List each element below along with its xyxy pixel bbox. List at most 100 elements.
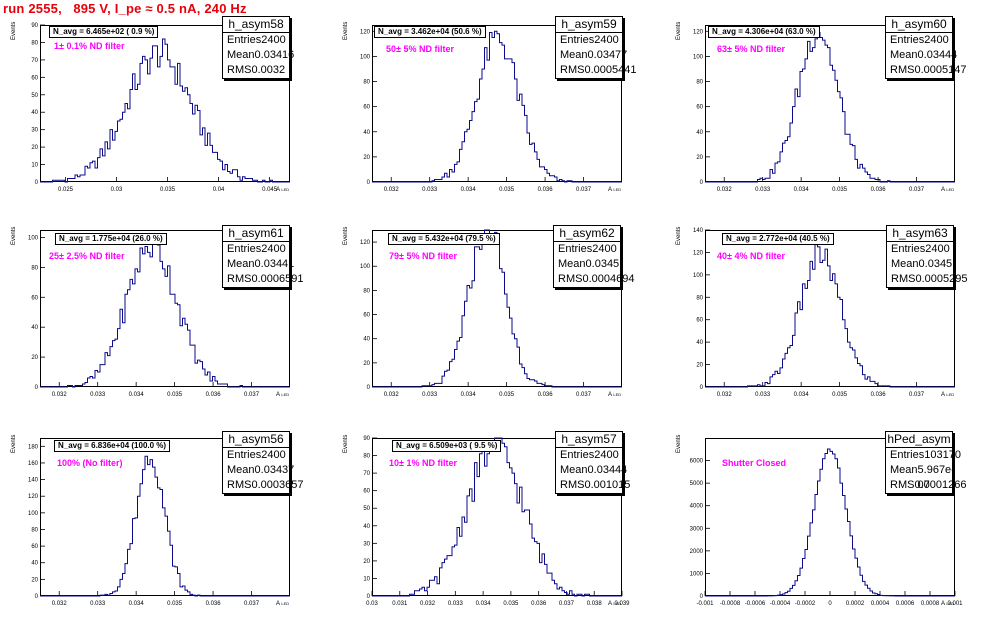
stats-row-mean: Mean 5.967e-07 [886,463,955,491]
y-tick-label: 60 [363,489,370,495]
histogram-pad: 0.032 0.033 0.034 0.035 0.036 0.037 0 20 40 60 80 1… [693,25,955,193]
stats-value: 2400 [261,449,286,461]
histogram-pad: 0.032 0.033 0.034 0.035 0.036 0.037 0 20 40 60 80 1… [28,438,290,607]
y-axis-label: Events [11,226,17,245]
x-axis-label: A LED [941,601,955,607]
navg-label: N_avg = 4.306e+04 (63.0 %) [708,26,820,38]
stats-row-entries: Entries 2400 [556,33,622,48]
y-tick-label: 20 [31,145,38,151]
x-tick-label: 0.036 [538,392,554,398]
y-tick-label: 60 [31,544,38,550]
x-tick-label: 0.045 [262,187,278,193]
x-tick-label: 0.037 [244,392,260,398]
stats-row-rms: RMS 0.0004694 [554,272,634,287]
y-tick-label: 6000 [690,459,704,465]
stats-value: 2400 [592,243,617,255]
y-tick-label: 60 [363,105,370,111]
stats-key: Entries [558,243,593,255]
stats-value: 0.03444 [917,49,958,61]
stats-row-entries: Entries 2400 [223,33,289,48]
y-tick-label: 0 [700,180,704,186]
y-tick-label: 20 [696,155,703,161]
y-tick-label: 120 [693,250,704,256]
y-tick-label: 0 [367,385,371,391]
histogram-pad: -0.001 -0.0008 -0.0006 -0.0004 -0.0002 0 0.000… [690,438,963,607]
x-tick-label: 0.03 [111,187,123,193]
y-tick-label: 70 [31,58,38,64]
y-tick-label: 80 [696,295,703,301]
stats-value: 0.03416 [254,49,295,61]
stats-key: Mean [891,258,919,270]
histogram-pad: 0.025 0.03 0.035 0.04 0.045 0 10 20 30 40 50 60 70 80… [31,23,290,193]
histogram-pad: 0.032 0.033 0.034 0.035 0.036 0.037 0 20 40 60 80 1… [360,25,622,193]
y-tick-label: 120 [360,29,371,35]
filter-label: 100% (No filter) [57,458,123,468]
histogram-name: h_asym62 [554,226,620,242]
filter-label: 79± 5% ND filter [389,251,457,261]
stats-key: Entries [890,449,925,461]
histogram-name: h_asym61 [223,226,289,242]
filter-label: 10± 1% ND filter [389,458,457,468]
y-tick-label: 80 [363,80,370,86]
y-tick-label: 40 [696,130,703,136]
x-tick-label: 0.04 [213,187,225,193]
y-tick-label: 80 [31,40,38,46]
stats-row-mean: Mean 0.0345 [887,257,953,272]
y-tick-label: 20 [696,363,703,369]
x-tick-label: 0.037 [559,601,575,607]
plot-frame [705,25,955,182]
x-tick-label: 0.032 [384,392,400,398]
stats-row-mean: Mean 0.0345 [554,257,620,272]
stats-value: 2400 [594,449,619,461]
x-tick-label: 0.039 [614,601,630,607]
histogram-pad: 0.032 0.033 0.034 0.035 0.036 0.037 0 20 40 60 80 1… [693,228,955,398]
filter-label: 1± 0.1% ND filter [54,41,125,51]
x-tick-label: 0.032 [384,187,400,193]
x-tick-label: 0.032 [420,601,436,607]
y-tick-label: 1000 [690,571,704,577]
x-tick-label: 0.034 [461,392,477,398]
x-tick-label: 0.031 [392,601,408,607]
y-tick-label: 40 [363,524,370,530]
stats-row-mean: Mean 0.03444 [886,48,957,63]
y-tick-label: 10 [31,163,38,169]
stats-value: 2400 [261,34,286,46]
y-tick-label: 40 [363,130,370,136]
stats-row-entries: Entries 103170 [886,448,961,463]
y-tick-label: 30 [31,128,38,134]
x-axis-label: A LED [276,392,290,398]
y-axis-label: Events [11,21,17,40]
stats-key: Mean [227,49,255,61]
x-tick-label: 0.037 [909,187,925,193]
histogram-name: h_asym57 [556,432,622,448]
y-tick-label: 20 [31,355,38,361]
x-tick-label: 0.034 [794,392,810,398]
y-tick-label: 100 [360,264,371,270]
histogram-plot: 0.03 0.031 0.032 0.033 0.034 0.035 0.036 0.037 0… [363,436,630,607]
stats-key: RMS [227,273,252,285]
y-tick-label: 20 [363,559,370,565]
stats-key: Mean [227,464,255,476]
stats-key: Entries [227,449,262,461]
x-tick-label: 0.035 [167,392,183,398]
x-tick-label: 0.034 [129,601,145,607]
y-tick-label: 80 [31,265,38,271]
x-tick-label: 0.0002 [846,601,865,607]
stats-key: RMS [227,479,252,491]
y-tick-label: 40 [31,110,38,116]
stats-key: Mean [227,258,255,270]
navg-label: N_avg = 6.509e+03 ( 9.5 %) [392,440,502,452]
x-tick-label: 0.0008 [921,601,940,607]
stats-row-entries: Entries 2400 [223,242,289,257]
stats-key: Entries [890,34,925,46]
y-tick-label: 140 [28,478,39,484]
y-tick-label: 90 [31,23,38,29]
stats-value: 5.967e-07 [917,464,955,491]
x-tick-label: 0.033 [448,601,464,607]
y-tick-label: 160 [28,461,39,467]
x-tick-label: 0.032 [52,392,68,398]
y-tick-label: 100 [693,54,704,60]
x-axis-label: A LED [276,187,290,193]
stats-value: 0.0005147 [914,64,967,76]
y-tick-label: 60 [696,105,703,111]
